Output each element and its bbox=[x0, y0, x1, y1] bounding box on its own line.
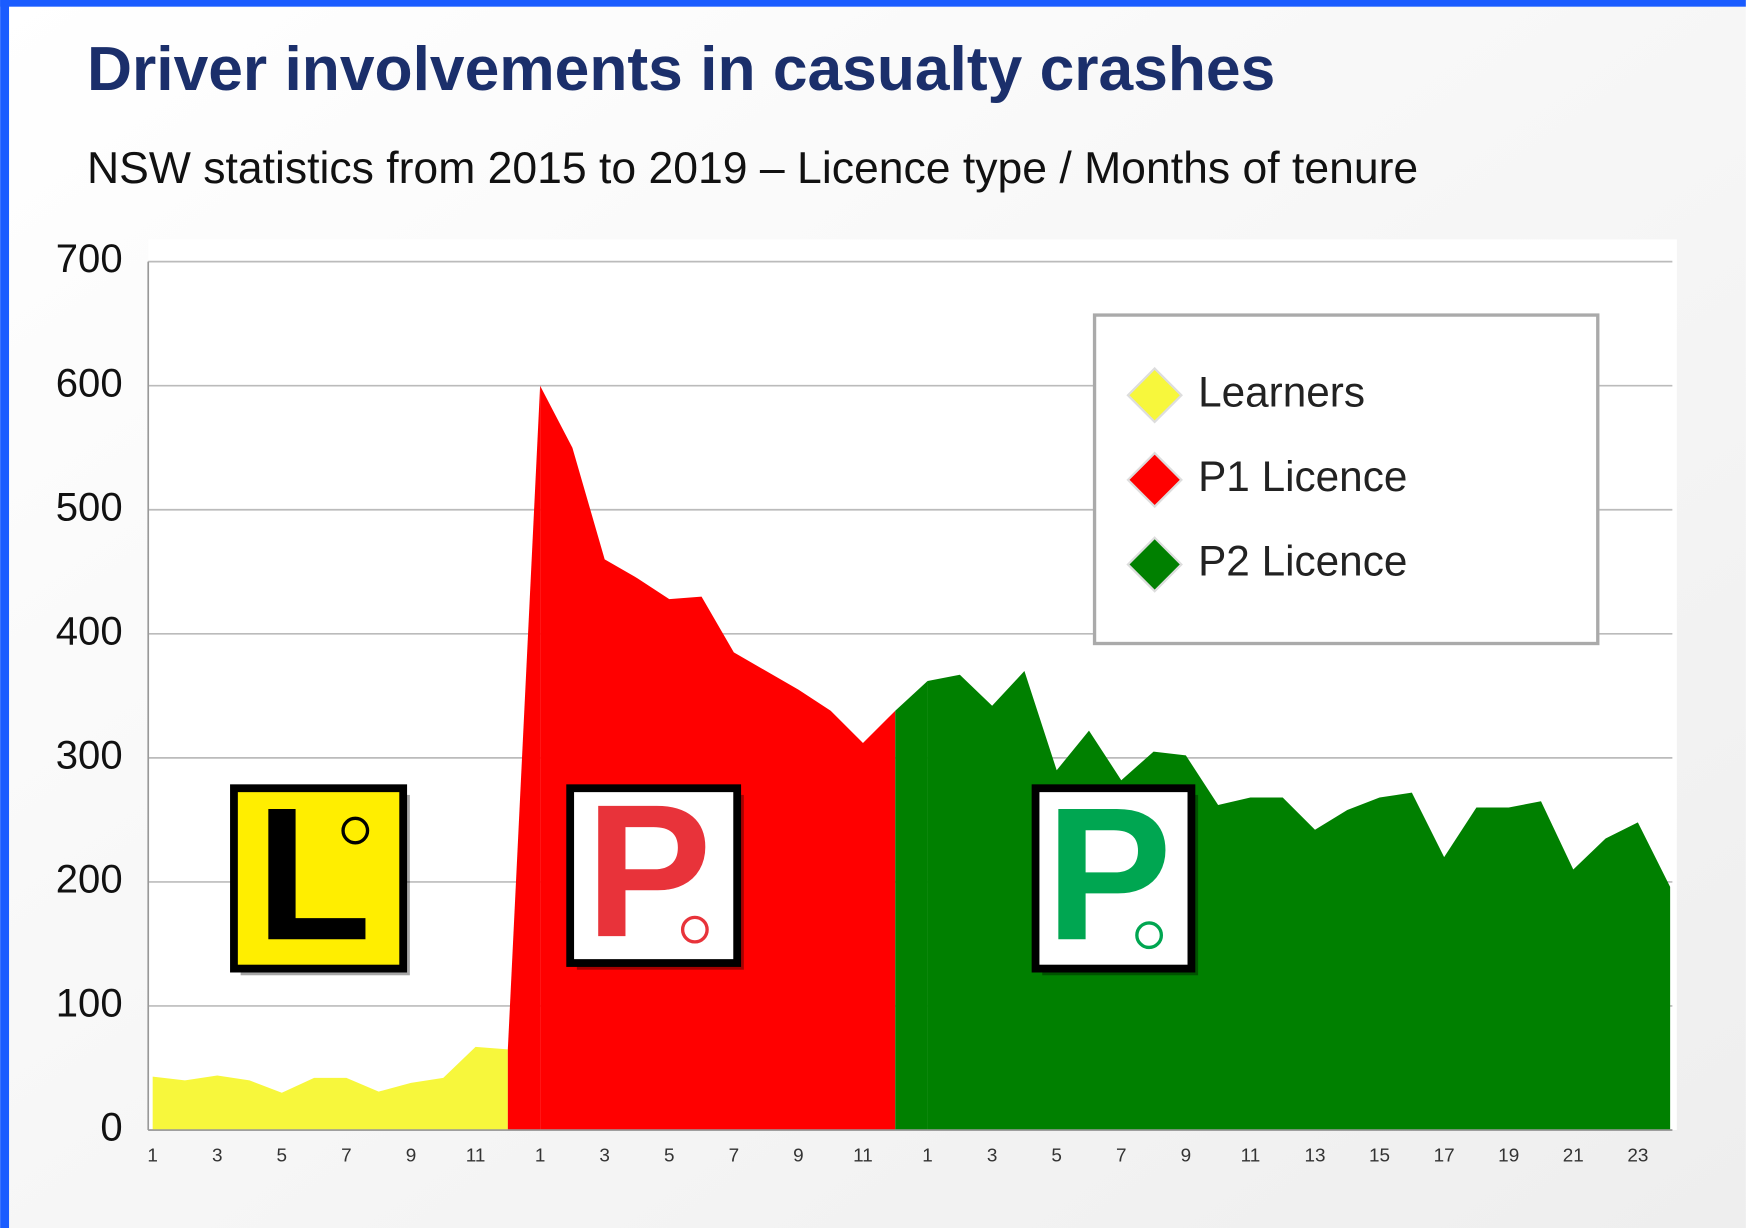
x-tick-label: 5 bbox=[277, 1146, 288, 1167]
y-tick-label: 200 bbox=[56, 857, 123, 901]
y-tick-label: 600 bbox=[56, 361, 123, 405]
badge bbox=[1031, 784, 1196, 973]
x-tick-label: 11 bbox=[853, 1146, 873, 1167]
badge-emblem bbox=[341, 816, 370, 845]
badge-emblem bbox=[1135, 921, 1164, 950]
frame-left bbox=[0, 0, 10, 1228]
y-tick-label: 500 bbox=[56, 485, 123, 529]
x-tick-label: 13 bbox=[1304, 1146, 1325, 1167]
x-tick-label: 17 bbox=[1434, 1146, 1455, 1167]
x-tick-label: 7 bbox=[729, 1146, 740, 1167]
chart-title: Driver involvements in casualty crashes bbox=[87, 35, 1275, 104]
area-joint bbox=[507, 385, 541, 1131]
y-tick-label: 400 bbox=[56, 609, 123, 653]
badge-letter: P bbox=[586, 766, 712, 977]
x-tick-label: 1 bbox=[147, 1146, 158, 1167]
x-tick-label: 21 bbox=[1563, 1146, 1584, 1167]
legend-label: Learners bbox=[1198, 368, 1365, 415]
x-tick-label: 15 bbox=[1369, 1146, 1390, 1167]
legend-marker bbox=[1126, 366, 1183, 424]
badge-letter: L bbox=[256, 769, 372, 980]
x-tick-label: 3 bbox=[599, 1146, 610, 1167]
x-tick-label: 5 bbox=[1051, 1146, 1062, 1167]
x-tick-label: 11 bbox=[466, 1146, 486, 1167]
x-tick-label: 11 bbox=[1241, 1146, 1261, 1167]
x-tick-label: 9 bbox=[1181, 1146, 1192, 1167]
x-tick-label: 3 bbox=[212, 1146, 223, 1167]
x-tick-label: 5 bbox=[664, 1146, 675, 1167]
legend-label: P2 Licence bbox=[1198, 538, 1407, 585]
frame-top bbox=[0, 0, 1746, 7]
legend-marker bbox=[1126, 536, 1183, 593]
y-tick-label: 100 bbox=[56, 982, 123, 1026]
area-joint bbox=[895, 680, 928, 1131]
legend-label: P1 Licence bbox=[1198, 453, 1407, 500]
x-tick-label: 7 bbox=[341, 1146, 352, 1167]
x-tick-label: 19 bbox=[1498, 1146, 1519, 1167]
x-tick-label: 3 bbox=[987, 1146, 998, 1167]
area bbox=[152, 1046, 508, 1131]
badge bbox=[566, 784, 742, 967]
y-tick-label: 700 bbox=[56, 237, 123, 281]
x-tick-label: 9 bbox=[406, 1146, 417, 1167]
x-tick-label: 1 bbox=[922, 1146, 933, 1167]
legend-marker bbox=[1126, 451, 1183, 509]
badge-emblem bbox=[680, 915, 709, 944]
x-tick-label: 23 bbox=[1627, 1146, 1648, 1167]
badge-letter: P bbox=[1046, 769, 1172, 980]
y-tick-label: 300 bbox=[56, 733, 123, 777]
y-tick-label: 0 bbox=[100, 1106, 122, 1150]
badge bbox=[230, 784, 408, 973]
x-tick-label: 1 bbox=[535, 1146, 546, 1167]
x-tick-label: 9 bbox=[793, 1146, 804, 1167]
chart-subtitle: NSW statistics from 2015 to 2019 – Licen… bbox=[87, 144, 1418, 193]
x-tick-label: 7 bbox=[1116, 1146, 1127, 1167]
